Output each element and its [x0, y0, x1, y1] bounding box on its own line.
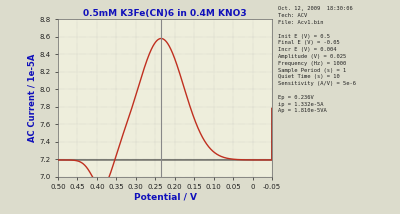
Y-axis label: AC Current / 1e-5A: AC Current / 1e-5A: [27, 54, 36, 142]
X-axis label: Potential / V: Potential / V: [134, 193, 196, 202]
Text: Oct. 12, 2009  18:30:06
Tech: ACV
File: Acv1.bin

Init E (V) = 0.5
Final E (V) =: Oct. 12, 2009 18:30:06 Tech: ACV File: A…: [278, 6, 356, 113]
Title: 0.5mM K3Fe(CN)6 in 0.4M KNO3: 0.5mM K3Fe(CN)6 in 0.4M KNO3: [83, 9, 247, 18]
